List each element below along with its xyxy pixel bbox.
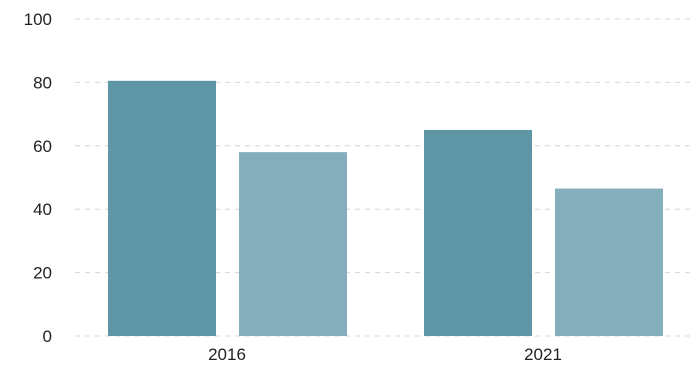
y-tick-label: 0 [43, 327, 52, 346]
bars [108, 80, 663, 336]
bar-2021-series-1 [424, 129, 532, 336]
bar-2016-series-2 [239, 152, 347, 336]
y-tick-label: 60 [33, 137, 52, 156]
y-tick-label: 80 [33, 73, 52, 92]
y-tick-label: 100 [24, 10, 52, 29]
x-tick-label: 2016 [208, 345, 246, 363]
x-tick-label: 2021 [524, 345, 562, 363]
bar-2021-series-2 [555, 188, 663, 336]
y-axis-ticks: 0 20 40 60 80 100 [24, 10, 52, 346]
bar-2016-series-1 [108, 80, 216, 336]
y-tick-label: 40 [33, 200, 52, 219]
y-tick-label: 20 [33, 264, 52, 283]
x-axis-ticks: 2016 2021 [208, 345, 562, 364]
